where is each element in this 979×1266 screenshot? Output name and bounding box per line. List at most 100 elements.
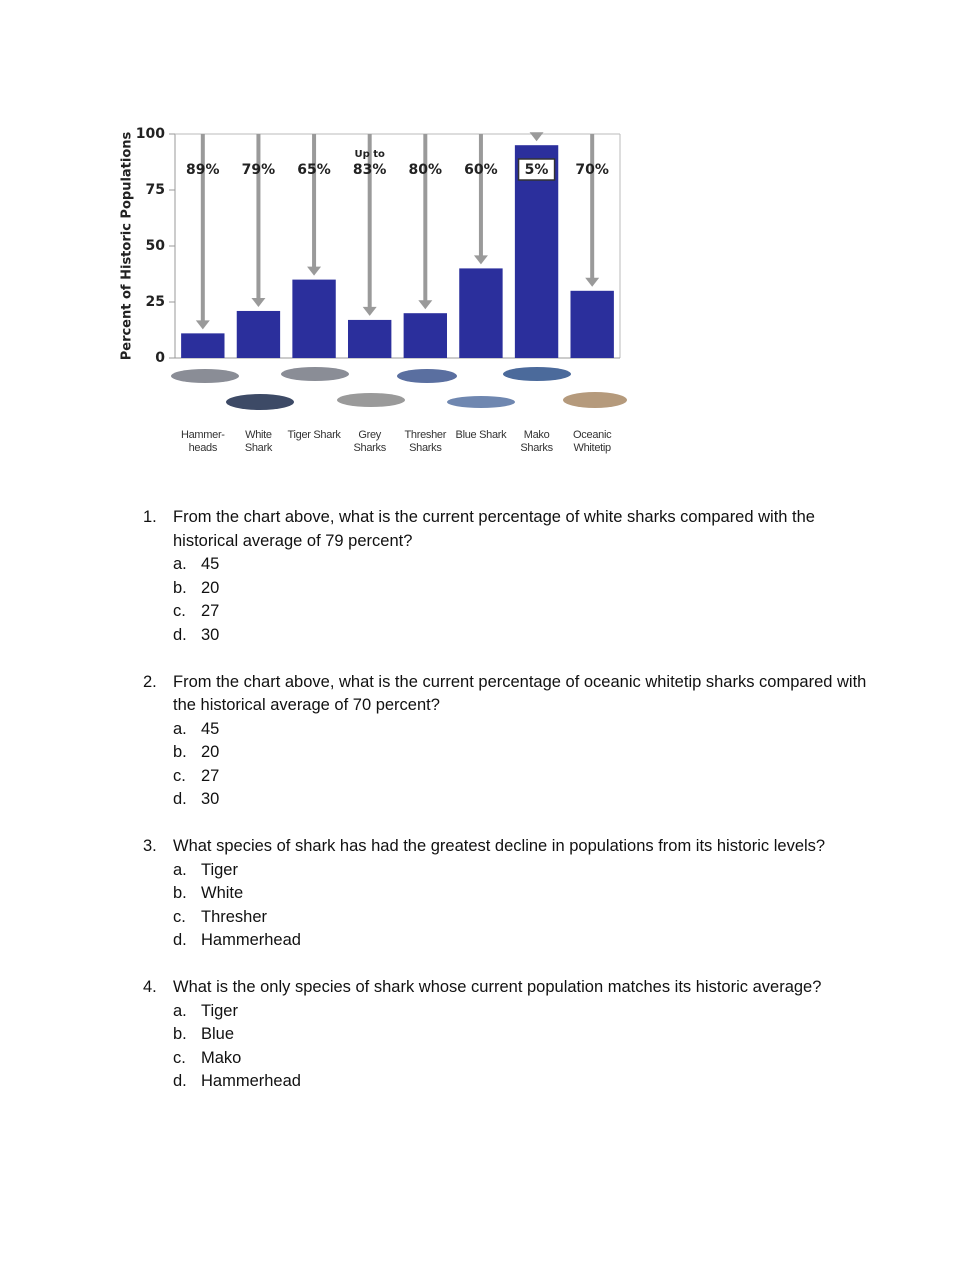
option-text: Mako <box>201 1048 242 1067</box>
arrow-head <box>251 297 266 307</box>
option-letter: a. <box>173 719 187 738</box>
question-text: From the chart above, what is the curren… <box>173 508 815 550</box>
question: 3. What species of shark has had the grea… <box>143 835 873 953</box>
bar <box>403 313 448 358</box>
x-tick-label: Thresher Sharks <box>404 429 447 454</box>
option: b. 20 <box>173 741 873 765</box>
option-letter: d. <box>173 931 187 949</box>
annotation: 70% <box>575 162 609 178</box>
question-text: What is the only species of shark whose … <box>173 978 822 996</box>
y-tick-label: 25 <box>146 294 165 310</box>
question-number: 1. <box>143 508 157 526</box>
option: d. 30 <box>173 788 873 812</box>
option-letter: a. <box>173 1001 187 1020</box>
option-text: 20 <box>201 743 220 761</box>
bar <box>570 290 614 358</box>
shark-illustrations <box>171 367 627 410</box>
option: b. 20 <box>173 577 873 601</box>
option: c. 27 <box>173 765 873 789</box>
option-text: 27 <box>201 602 220 620</box>
y-tick-label: 50 <box>146 238 166 254</box>
option-text: 27 <box>201 766 220 785</box>
annotation: 80% <box>409 162 443 178</box>
option: a. 45 <box>173 718 873 742</box>
option-text: White <box>201 884 244 902</box>
question-text: What species of shark has had the greate… <box>173 837 826 855</box>
annotation: 83% <box>353 162 387 178</box>
option-letter: b. <box>173 578 187 597</box>
bar <box>236 310 281 358</box>
x-tick-label: Mako Sharks <box>520 429 553 454</box>
option-text: Tiger <box>201 1001 238 1020</box>
y-axis-label: Percent of Historic Populations <box>120 131 135 360</box>
option-letter: c. <box>173 907 186 926</box>
arrow-head <box>585 277 600 287</box>
bar <box>181 333 225 358</box>
question-text: From the chart above, what is the curren… <box>173 672 867 715</box>
option-letter: c. <box>173 766 186 785</box>
option-text: 45 <box>201 555 220 573</box>
option-letter: c. <box>173 1048 186 1067</box>
annotation: 65% <box>297 162 331 178</box>
bar <box>347 319 392 358</box>
option-text: 30 <box>201 790 220 808</box>
option-letter: d. <box>173 790 187 808</box>
annotation: 60% <box>464 162 498 178</box>
questions: 1. From the chart above, what is the curr… <box>143 506 873 1117</box>
question: 2. From the chart above, what is the curr… <box>143 671 873 812</box>
annotation: 89% <box>186 162 220 178</box>
option: a. Tiger <box>173 1000 873 1024</box>
option-text: Blue <box>201 1025 235 1043</box>
x-tick-label: Oceanic Whitetip <box>573 429 612 454</box>
x-tick-label: White Shark <box>244 429 273 454</box>
question-number: 4. <box>143 978 157 996</box>
annotation-note: Up to <box>354 149 385 160</box>
option: d. Hammerhead <box>173 1070 873 1094</box>
option: a. 45 <box>173 553 873 577</box>
option: c. 27 <box>173 600 873 624</box>
option-text: Hammerhead <box>201 1072 301 1090</box>
arrow-head <box>418 300 433 310</box>
question: 4. What is the only species of shark whos… <box>143 976 873 1094</box>
option-text: Hammerhead <box>201 931 301 949</box>
x-tick-label: Hammer-heads <box>180 429 225 454</box>
y-tick-label: 75 <box>146 182 165 198</box>
arrow-head <box>473 255 488 265</box>
question: 1. From the chart above, what is the curr… <box>143 506 873 647</box>
option-text: 20 <box>201 578 220 597</box>
x-tick-label: Blue Shark <box>455 429 507 441</box>
bar <box>459 268 503 358</box>
option: c. Mako <box>173 1047 873 1071</box>
option-text: 30 <box>201 625 220 644</box>
arrow-head <box>195 320 210 330</box>
x-tick-label: Tiger Shark <box>287 429 341 441</box>
chart: Percent of Historic Populations 0 25 50 75 10… <box>117 118 647 460</box>
arrow-head <box>307 266 322 276</box>
option: d. 30 <box>173 624 873 648</box>
option-letter: b. <box>173 884 187 902</box>
annotation: 5% <box>525 162 549 178</box>
option: d. Hammerhead <box>173 929 873 953</box>
option-letter: a. <box>173 555 187 573</box>
option: a. Tiger <box>173 859 873 883</box>
annotation: 79% <box>242 162 276 178</box>
bar <box>292 279 336 358</box>
question-number: 2. <box>143 672 157 691</box>
option: b. Blue <box>173 1023 873 1047</box>
option-letter: b. <box>173 743 187 761</box>
annotation-box <box>517 158 556 181</box>
question-number: 3. <box>143 837 157 855</box>
option-letter: a. <box>173 860 187 879</box>
y-tick-label: 100 <box>136 126 165 142</box>
option-text: 45 <box>201 719 220 738</box>
option: b. White <box>173 882 873 906</box>
option-letter: b. <box>173 1025 187 1043</box>
arrow-head <box>362 306 377 316</box>
arrow-head <box>529 132 544 142</box>
option-letter: c. <box>173 602 186 620</box>
option: c. Thresher <box>173 906 873 930</box>
option-text: Thresher <box>201 907 268 926</box>
y-tick-label: 0 <box>155 350 165 366</box>
option-text: Tiger <box>201 860 238 879</box>
